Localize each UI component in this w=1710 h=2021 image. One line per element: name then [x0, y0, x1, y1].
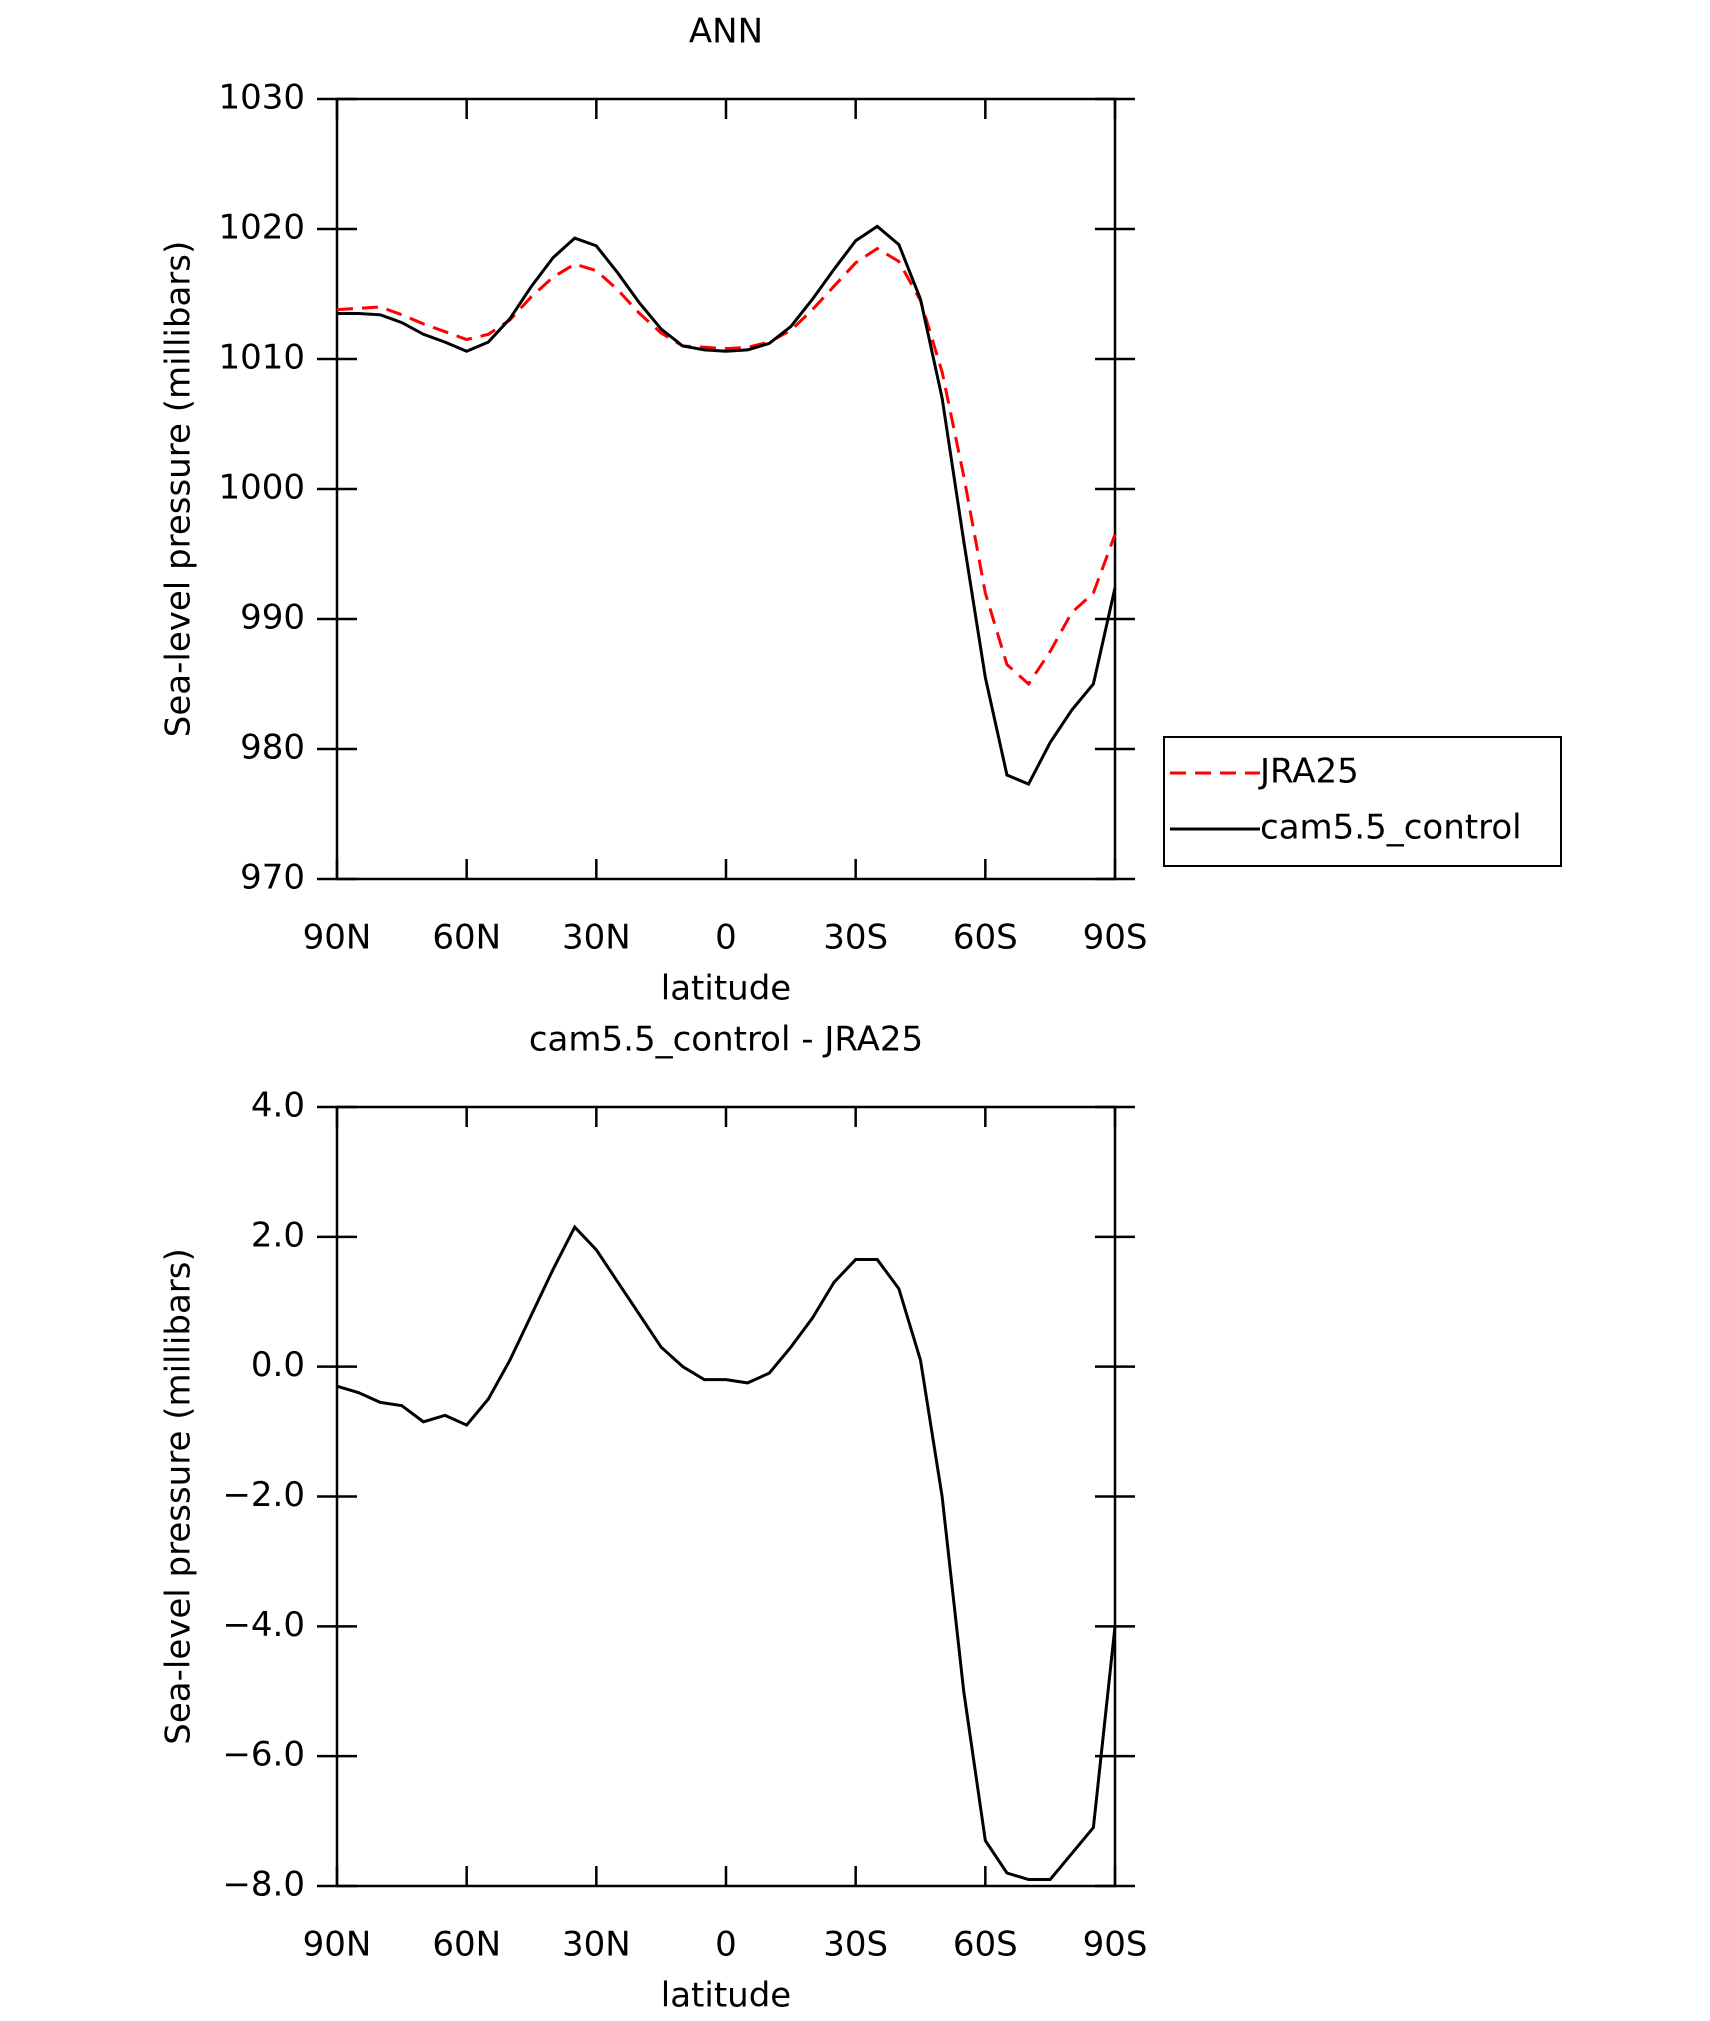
y-tick-label: 980 — [240, 728, 305, 768]
chart: cam5.5_control - JRA25 latitude Sea-level … — [159, 1020, 1148, 2016]
y-tick-label: 1000 — [218, 468, 305, 508]
y-axis-label: Sea-level pressure (millibars) — [159, 1248, 199, 1744]
line-series — [336, 1224, 1117, 1882]
y-tick-label: 4.0 — [251, 1086, 305, 1126]
x-tick-label: 0 — [715, 1925, 737, 1965]
x-tick-label: 60N — [432, 918, 501, 958]
y-tick-label: 1030 — [218, 78, 305, 118]
plot-frame — [335, 1105, 1117, 1888]
x-axis-label: latitude — [661, 969, 791, 1009]
y-tick-label: 0.0 — [251, 1345, 305, 1385]
chart-title: ANN — [689, 12, 763, 52]
line-series — [337, 224, 1117, 787]
y-tick-label: 990 — [240, 598, 305, 638]
x-tick-label: 90S — [1083, 918, 1148, 958]
line-series — [336, 246, 1117, 687]
x-tick-label: 90N — [303, 1925, 372, 1965]
x-tick-label: 90N — [303, 918, 372, 958]
legend-label: JRA25 — [1258, 752, 1359, 792]
x-tick-label: 30S — [823, 1925, 888, 1965]
y-tick-label: 970 — [240, 858, 305, 898]
y-axis-label: Sea-level pressure (millibars) — [159, 241, 199, 737]
x-tick-label: 60S — [953, 1925, 1018, 1965]
legend-label: cam5.5_control — [1260, 808, 1522, 848]
x-tick-label: 90S — [1083, 1925, 1148, 1965]
plot-frame — [335, 97, 1117, 881]
legend-box — [1163, 736, 1562, 867]
y-tick-label: 2.0 — [251, 1215, 305, 1255]
x-axis-label: latitude — [661, 1976, 791, 2016]
x-tick-label: 0 — [715, 918, 737, 958]
y-tick-label: 1020 — [218, 208, 305, 248]
chart: ANN latitude Sea-level pressure (millibars… — [159, 12, 1562, 1009]
x-tick-label: 60S — [953, 918, 1018, 958]
y-tick-label: −8.0 — [222, 1865, 305, 1905]
x-tick-label: 30S — [823, 918, 888, 958]
y-tick-label: −6.0 — [222, 1735, 305, 1775]
x-tick-label: 60N — [432, 1925, 501, 1965]
y-tick-label: −4.0 — [222, 1605, 305, 1645]
x-tick-label: 30N — [562, 1925, 631, 1965]
y-tick-label: −2.0 — [222, 1475, 305, 1515]
x-tick-label: 30N — [562, 918, 631, 958]
y-tick-label: 1010 — [218, 338, 305, 378]
chart-title: cam5.5_control - JRA25 — [529, 1020, 923, 1060]
